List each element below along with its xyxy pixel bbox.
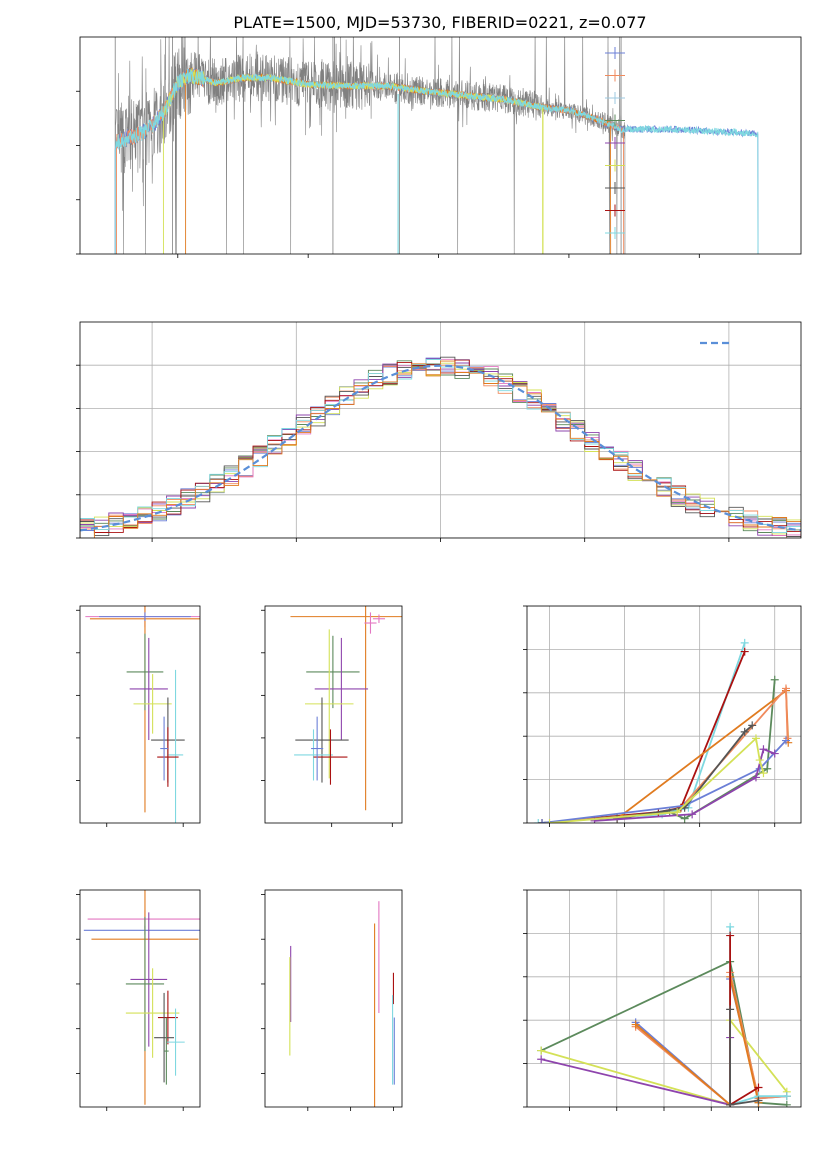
weight-line (538, 642, 746, 823)
weight-marker (740, 638, 749, 647)
figure-title: PLATE=1500, MJD=53730, FIBERID=0221, z=0… (233, 13, 646, 32)
weight-line (541, 679, 776, 823)
weight-marker (538, 819, 547, 823)
weight-marker (755, 756, 764, 765)
weight-marker (782, 1100, 791, 1107)
panel-mass_weight_vs_z (523, 889, 802, 1111)
axes-frame (79, 889, 201, 1108)
weight-marker (631, 1020, 640, 1029)
weight-marker (680, 814, 689, 823)
axes-frame (79, 36, 802, 255)
weight-marker (673, 808, 682, 817)
weight-marker (759, 769, 768, 778)
weight-marker (726, 1005, 735, 1014)
weight-marker (754, 1083, 763, 1092)
weight-marker (759, 745, 768, 754)
weight-line (541, 739, 787, 823)
panel-mass_vs_ebv (261, 889, 403, 1111)
weight-marker (534, 819, 543, 823)
weight-marker (740, 647, 749, 656)
axes-frame (79, 605, 201, 824)
weight-marker (763, 764, 772, 773)
weight-marker (545, 819, 554, 823)
weight-line (541, 651, 746, 823)
weight-marker (537, 1046, 546, 1055)
panel-age_vs_mass (261, 605, 403, 827)
observed-spectrum (114, 37, 626, 254)
weight-marker (748, 721, 757, 730)
weight-marker (726, 1100, 735, 1107)
weight-marker (537, 1055, 546, 1064)
panel-mass_vs_z (76, 889, 201, 1111)
axes-frame (526, 889, 802, 1108)
weight-marker (590, 816, 599, 823)
model-spectrum (116, 68, 625, 254)
plot-area-age_vs_z (85, 606, 200, 823)
plot-area-age_vs_mass (290, 606, 402, 811)
plot-area-mass_weight_vs_age (527, 606, 801, 823)
weight-marker (770, 675, 779, 684)
plot-area-spectrum (114, 37, 759, 254)
weight-line (541, 686, 789, 823)
panel-mass_weight_vs_age (523, 605, 802, 827)
weight-marker (751, 773, 760, 782)
plot-area-mass_vs_z (83, 890, 200, 1105)
weight-marker (726, 922, 735, 931)
weight-marker (770, 749, 779, 758)
panel-age_vs_z (76, 605, 201, 827)
axes-frame (526, 605, 802, 824)
weight-marker (782, 1092, 791, 1101)
weight-marker (726, 931, 735, 940)
model-spectrum (114, 68, 759, 254)
plot-area-residuals (80, 322, 801, 538)
weight-marker (688, 810, 697, 819)
normal-curve (80, 364, 801, 532)
panel-spectrum (76, 36, 802, 258)
weight-marker (781, 736, 790, 745)
plot-area-mass_weight_vs_z (527, 890, 801, 1107)
axes-frame (264, 605, 403, 824)
axes-frame (264, 889, 403, 1108)
panel-residuals (76, 321, 802, 542)
weight-marker (781, 684, 790, 693)
weight-marker (751, 734, 760, 743)
weight-marker (754, 1096, 763, 1105)
plot-area-mass_vs_ebv (289, 901, 395, 1107)
axes-frame (79, 321, 802, 539)
residual-histogram (80, 360, 801, 538)
weight-line (616, 724, 753, 820)
weight-marker (740, 727, 749, 736)
